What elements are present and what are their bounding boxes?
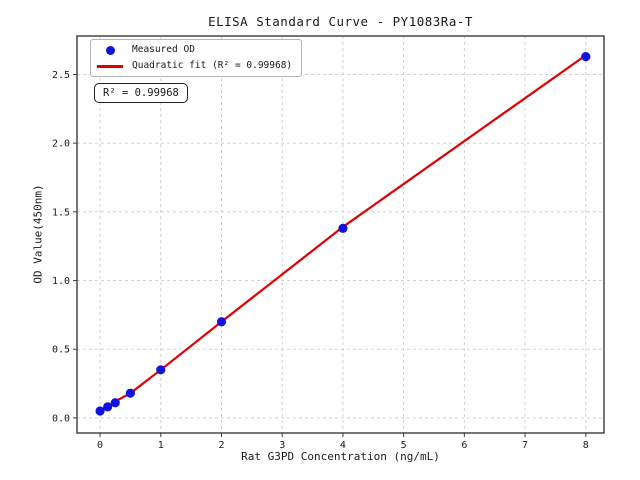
x-tick-label: 5 <box>401 440 407 451</box>
line-marker-icon <box>97 64 123 68</box>
x-tick-label: 2 <box>218 440 224 451</box>
x-tick-label: 6 <box>461 440 467 451</box>
x-tick-label: 3 <box>279 440 285 451</box>
y-axis-label: OD Value(450nm) <box>31 184 45 284</box>
x-axis-label: Rat G3PD Concentration (ng/mL) <box>241 450 440 463</box>
y-tick-label: 2.0 <box>52 139 70 150</box>
chart-title: ELISA Standard Curve - PY1083Ra-T <box>208 14 473 29</box>
legend-item-quadratic-fit: Quadratic fit (R² = 0.99968) <box>97 60 292 72</box>
x-tick-label: 7 <box>522 440 528 451</box>
y-tick-label: 2.5 <box>52 70 70 81</box>
data-point <box>581 52 591 62</box>
data-point <box>95 406 105 416</box>
data-point <box>125 388 136 398</box>
blue-dot-icon <box>105 45 115 55</box>
red-line-icon <box>97 64 123 68</box>
scatter-marker-icon <box>97 45 123 55</box>
legend-label-measured-od: Measured OD <box>132 44 195 55</box>
x-tick-label: 4 <box>340 440 346 451</box>
plot-frame <box>76 35 605 434</box>
data-point <box>338 223 348 233</box>
x-tick-label: 1 <box>158 440 164 451</box>
r-squared-annotation: R² = 0.99968 <box>94 83 188 103</box>
legend: Measured OD Quadratic fit (R² = 0.99968) <box>90 39 303 77</box>
x-tick-label: 8 <box>583 440 589 451</box>
data-point <box>156 365 166 375</box>
y-tick-label: 1.0 <box>52 276 70 287</box>
x-tick-label: 0 <box>97 440 103 451</box>
y-tick-label: 0.5 <box>52 345 70 356</box>
data-point <box>103 402 113 412</box>
y-tick-label: 1.5 <box>52 207 70 218</box>
data-point <box>110 398 120 408</box>
y-tick-label: 0.0 <box>52 413 70 424</box>
legend-item-measured-od: Measured OD <box>97 44 292 56</box>
data-point <box>216 317 227 327</box>
legend-label-quadratic-fit: Quadratic fit (R² = 0.99968) <box>132 60 293 71</box>
